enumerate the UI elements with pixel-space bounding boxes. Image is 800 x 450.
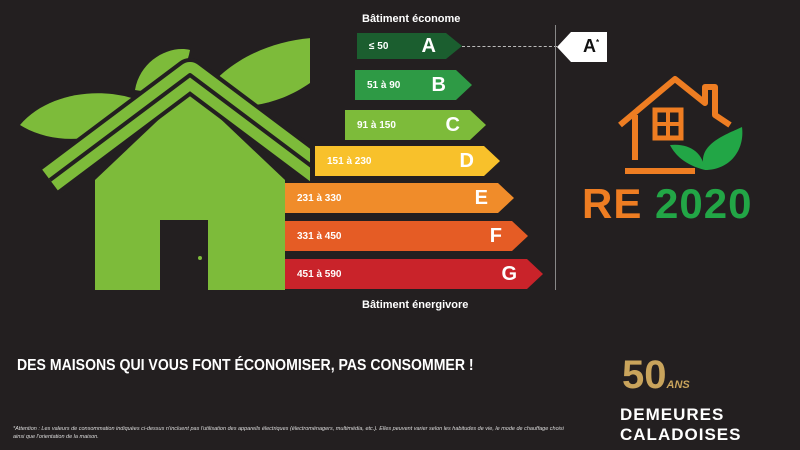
class-range: 151 à 230 xyxy=(327,155,372,167)
divider xyxy=(555,25,556,290)
energy-class-a: ≤ 50 A xyxy=(357,33,462,59)
class-range: ≤ 50 xyxy=(369,40,389,52)
class-letter: A xyxy=(421,34,436,57)
slogan: DES MAISONS QUI VOUS FONT ÉCONOMISER, PA… xyxy=(17,357,474,374)
class-letter: D xyxy=(459,149,474,172)
re2020-title: RE 2020 xyxy=(582,180,753,227)
class-letter: E xyxy=(474,186,488,209)
class-range: 51 à 90 xyxy=(367,79,401,91)
energy-class-f: 331 à 450 F xyxy=(285,221,528,251)
class-letter: G xyxy=(501,262,517,285)
energy-class-d: 151 à 230 D xyxy=(315,146,500,176)
door xyxy=(160,220,208,292)
class-letter: C xyxy=(445,113,460,136)
rating-line xyxy=(462,46,557,47)
class-range: 331 à 450 xyxy=(297,230,342,242)
re2020-house-icon xyxy=(618,76,743,174)
label-bottom: Bâtiment énergivore xyxy=(362,299,469,311)
leaf-icon xyxy=(135,49,190,91)
brand-logo: 50ANS DEMEURES CALADOISES xyxy=(620,353,742,444)
rating-tag: A* xyxy=(557,32,607,62)
eco-house-illustration xyxy=(20,38,310,292)
label-top: Bâtiment économe xyxy=(362,13,461,25)
energy-class-b: 51 à 90 B xyxy=(355,70,472,100)
footnote: *Attention : Les valeurs de consommation… xyxy=(13,426,564,440)
energy-class-e: 231 à 330 E xyxy=(285,183,514,213)
energy-class-c: 91 à 150 C xyxy=(345,110,486,140)
class-range: 91 à 150 xyxy=(357,119,396,131)
class-range: 231 à 330 xyxy=(297,192,342,204)
class-range: 451 à 590 xyxy=(297,268,342,280)
energy-class-g: 451 à 590 G xyxy=(285,259,543,289)
class-letter: B xyxy=(431,73,446,96)
class-letter: F xyxy=(489,224,502,247)
